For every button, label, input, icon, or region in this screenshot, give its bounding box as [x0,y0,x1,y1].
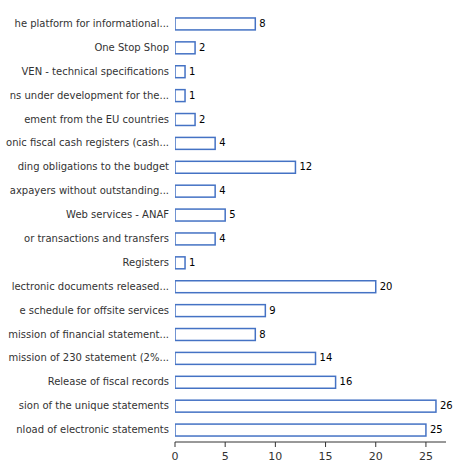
bar [175,329,255,341]
bar [175,305,265,317]
x-tick [325,442,326,447]
category-label: he platform for informational... [15,18,169,29]
data-label: 20 [380,281,393,292]
category-label: Web services - ANAF [66,209,169,220]
data-label: 9 [269,305,275,316]
bar [175,352,316,364]
bar [175,376,336,388]
x-tick-label: 5 [222,450,229,463]
bar [175,233,215,245]
data-label: 26 [440,400,453,411]
x-tick-label: 15 [319,450,333,463]
bar [175,161,295,173]
x-axis-line [175,442,446,443]
data-label: 1 [189,66,195,77]
data-label: 8 [259,329,265,340]
y-axis-labels: he platform for informational... One Stop… [6,18,169,435]
category-label: mission of financial statement... [8,329,169,340]
bar [175,90,185,102]
data-label: 4 [219,185,225,196]
bar [175,42,195,54]
category-label: sion of the unique statements [19,400,169,411]
category-label: Registers [123,257,169,268]
data-label: 25 [430,424,443,435]
category-label: One Stop Shop [94,42,169,53]
category-label: mission of 230 statement (2%... [9,352,169,363]
category-label: ding obligations to the budget [18,161,169,172]
bar [175,114,195,126]
data-label: 16 [340,376,353,387]
bar [175,209,225,221]
data-label: 2 [199,114,205,125]
category-label: ement from the EU countries [24,114,169,125]
bar [175,18,255,30]
x-axis: 0 5 10 15 20 25 [172,442,447,463]
data-label: 12 [299,161,312,172]
x-tick-label: 0 [172,450,179,463]
x-tick [375,442,376,447]
data-label: 4 [219,233,225,244]
category-label: onic fiscal cash registers (cash... [6,137,169,148]
x-tick [425,442,426,447]
data-label: 4 [219,137,225,148]
bar [175,257,185,269]
data-label: 1 [189,90,195,101]
chart: he platform for informational... One Stop… [0,0,474,474]
bars [175,18,436,436]
data-label: 8 [259,18,265,29]
category-label: nload of electronic statements [16,424,169,435]
x-tick [225,442,226,447]
category-label: lectronic documents released... [12,281,169,292]
bar [175,400,436,412]
bar [175,281,376,293]
category-label: VEN - technical specifications [22,66,170,77]
data-label: 14 [320,352,333,363]
x-tick-label: 10 [268,450,282,463]
x-tick-label: 25 [419,450,433,463]
data-labels: 821124124541209814162625 [189,18,453,435]
category-label: axpayers without outstanding... [10,185,169,196]
data-label: 1 [189,257,195,268]
category-label: e schedule for offsite services [19,305,169,316]
category-label: ns under development for the... [10,90,169,101]
bar [175,137,215,149]
x-tick-label: 20 [369,450,383,463]
data-label: 2 [199,42,205,53]
bar [175,66,185,78]
x-tick [175,442,176,447]
bar [175,185,215,197]
bar [175,424,426,436]
data-label: 5 [229,209,235,220]
x-tick [275,442,276,447]
category-label: or transactions and transfers [24,233,169,244]
category-label: Release of fiscal records [48,376,169,387]
